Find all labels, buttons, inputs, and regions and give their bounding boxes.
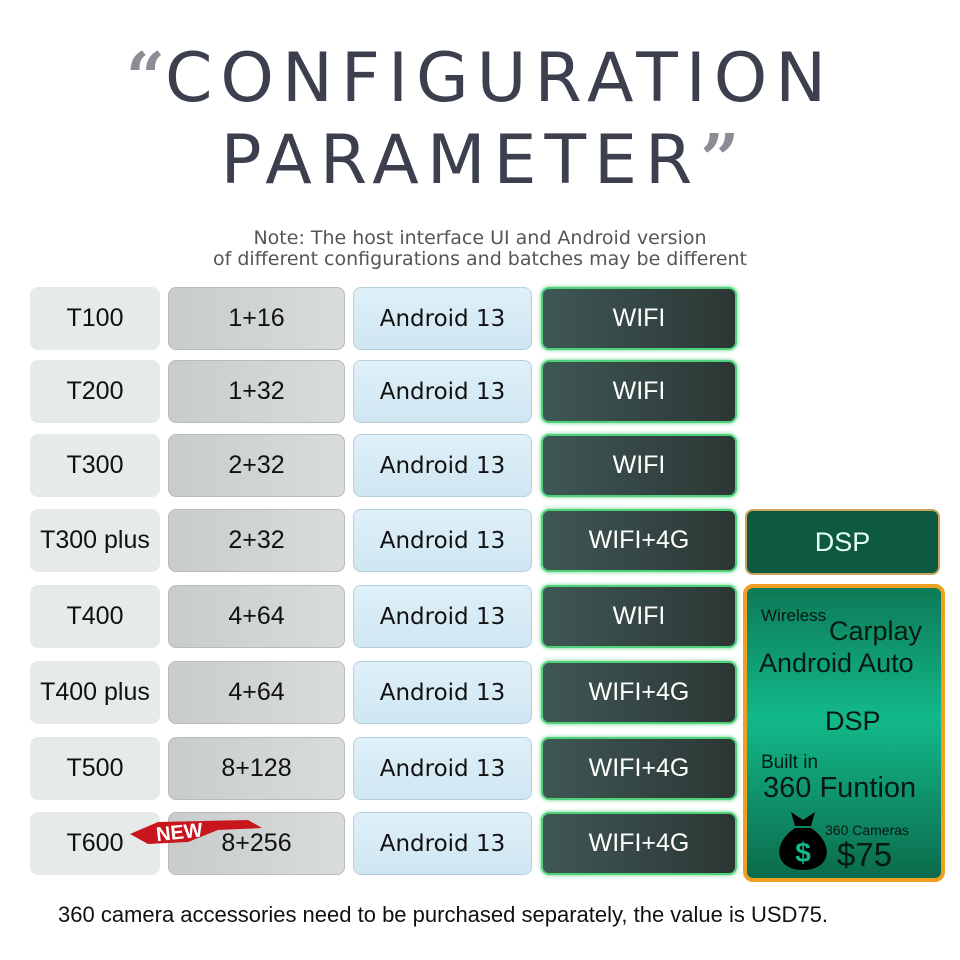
cell-memory: 2+32	[168, 434, 345, 497]
dsp-label: DSP	[825, 706, 881, 736]
cell-network: WIFI	[541, 434, 737, 497]
note-line-2: of different configurations and batches …	[212, 248, 748, 270]
cell-model: T400	[30, 585, 160, 648]
dsp-box: DSP	[745, 509, 940, 575]
cell-network: WIFI	[541, 360, 737, 423]
cell-os: Android 13	[353, 434, 532, 497]
cell-network: WIFI+4G	[541, 509, 737, 572]
features-box: Wireless Carplay Android Auto DSP Built …	[743, 584, 945, 882]
cell-os: Android 13	[353, 585, 532, 648]
carplay-label: Carplay	[829, 616, 923, 646]
cell-model: T300 plus	[30, 509, 160, 572]
price-label: $75	[837, 836, 893, 873]
cell-os: Android 13	[353, 737, 532, 800]
cell-network: WIFI+4G	[541, 812, 737, 875]
cell-model: T100	[30, 287, 160, 350]
cell-os: Android 13	[353, 812, 532, 875]
note-line-1: Note: The host interface UI and Android …	[253, 227, 707, 249]
cell-model: T600	[30, 812, 160, 875]
cell-os: Android 13	[353, 661, 532, 724]
title-text-1: CONFIGURATION	[164, 39, 835, 118]
cell-model: T500	[30, 737, 160, 800]
cell-model: T400 plus	[30, 661, 160, 724]
cell-memory: 4+64	[168, 585, 345, 648]
new-badge: NEW	[130, 820, 262, 846]
money-bag-icon: $	[779, 812, 827, 870]
function-label: 360 Funtion	[763, 772, 917, 804]
cameras-label: 360 Cameras	[825, 822, 910, 838]
cell-memory: 2+32	[168, 509, 345, 572]
android-auto-label: Android Auto	[759, 648, 914, 678]
title-line-2: PARAMETER”	[0, 120, 960, 200]
cell-model: T200	[30, 360, 160, 423]
title-line-1: “CONFIGURATION	[0, 38, 960, 118]
footer-note: 360 camera accessories need to be purcha…	[58, 902, 829, 927]
built-in-label: Built in	[761, 752, 819, 773]
cell-os: Android 13	[353, 287, 532, 350]
cell-os: Android 13	[353, 360, 532, 423]
new-badge-text: NEW	[155, 820, 204, 846]
close-quote: ”	[700, 120, 740, 200]
cell-memory: 1+32	[168, 360, 345, 423]
cell-network: WIFI+4G	[541, 737, 737, 800]
cell-network: WIFI+4G	[541, 661, 737, 724]
cell-memory: 8+128	[168, 737, 345, 800]
note: Note: The host interface UI and Android …	[0, 228, 960, 270]
cell-model: T300	[30, 434, 160, 497]
cell-os: Android 13	[353, 509, 532, 572]
open-quote: “	[125, 38, 165, 118]
cell-memory: 4+64	[168, 661, 345, 724]
cell-memory: 1+16	[168, 287, 345, 350]
cell-network: WIFI	[541, 585, 737, 648]
title-text-2: PARAMETER	[220, 121, 701, 200]
wireless-label: Wireless	[761, 606, 827, 625]
svg-text:$: $	[795, 837, 811, 868]
cell-network: WIFI	[541, 287, 737, 350]
